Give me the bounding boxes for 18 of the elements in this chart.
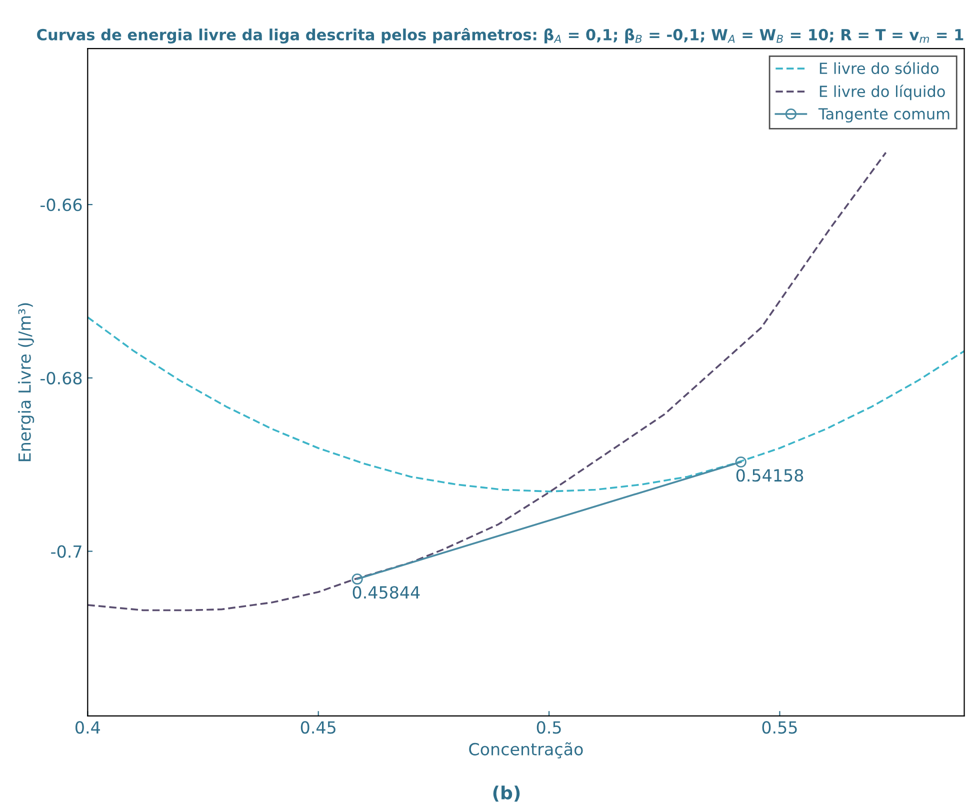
line-series: [88, 316, 964, 492]
legend-label: E livre do sólido: [820, 62, 939, 74]
x-tick-label: 0.4: [76, 721, 100, 734]
y-tick-label: -0.68: [40, 372, 82, 384]
x-tick-label: 0.55: [762, 721, 797, 734]
y-axis-title: Energia Livre (J/m³): [18, 303, 34, 462]
chart-title: Curvas de energia livre da liga descrita pelos parâmetros: β$_{A}$ = 0,1; β$_{B}$ = -0,1; W$_{A}$ = W$_{B}$ = 10; R = T = v$_{m}$ = 1: [37, 28, 964, 44]
line-series: [88, 152, 887, 612]
annotation: 0.45844: [352, 586, 420, 599]
legend-label: Tangente comum: [818, 108, 950, 123]
x-tick-label: 0.5: [536, 721, 561, 734]
annotation: 0.54158: [736, 469, 804, 482]
legend-label: E livre do líquido: [820, 84, 945, 100]
y-tick-label: -0.66: [40, 198, 82, 212]
y-tick-label: -0.7: [51, 545, 82, 558]
text: (b): [493, 786, 520, 802]
x-tick-label: 0.45: [300, 721, 336, 734]
x-axis-title: Concentração: [469, 742, 583, 758]
